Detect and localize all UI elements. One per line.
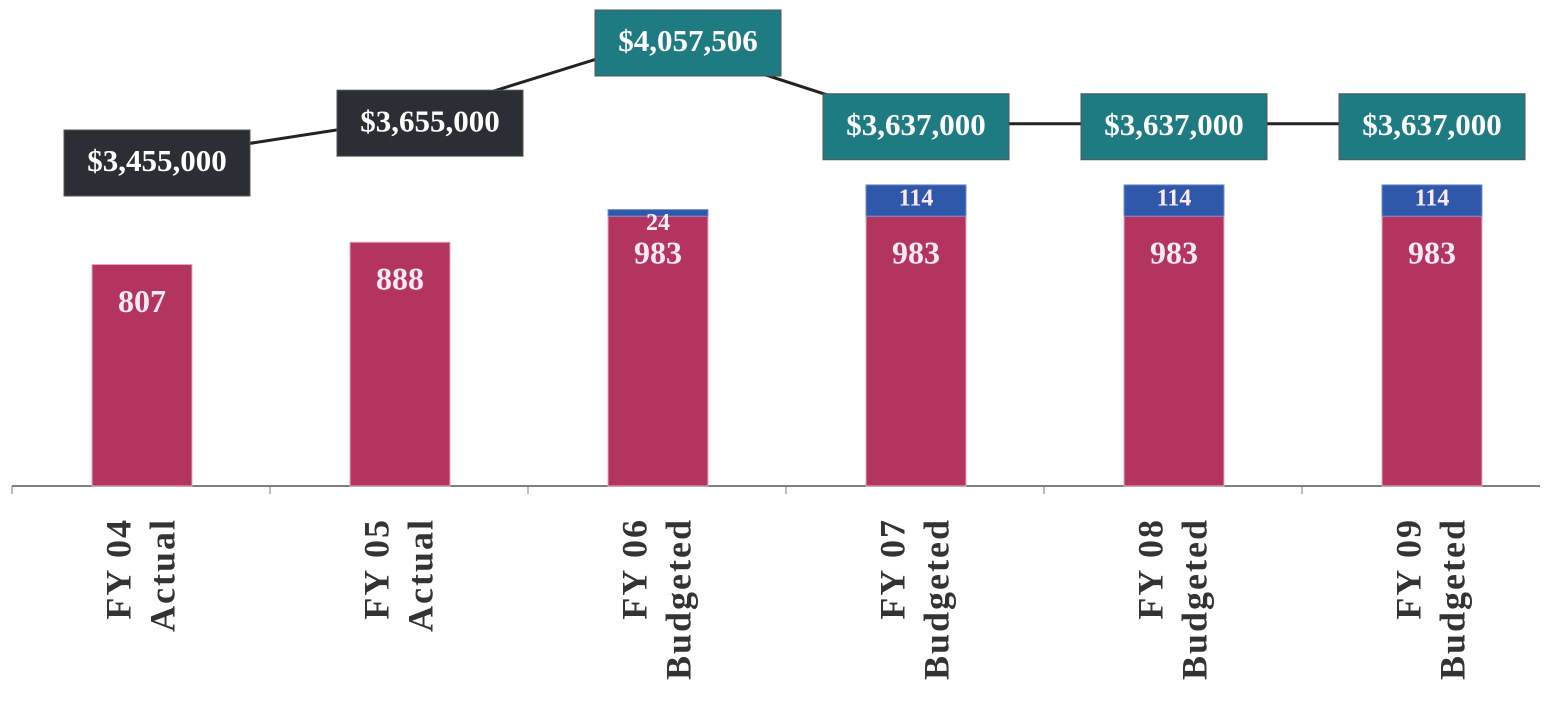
x-tick-label: Budgeted — [916, 518, 956, 680]
bar-segment — [1381, 184, 1483, 217]
value-label-text: $4,057,506 — [618, 23, 758, 58]
bar-label: 983 — [1408, 235, 1456, 271]
bar-label: 114 — [1415, 185, 1450, 211]
value-label-text: $3,637,000 — [846, 107, 986, 142]
bar-label: 983 — [634, 235, 682, 271]
x-tick-label: Budgeted — [1174, 518, 1214, 680]
value-label-text: $3,637,000 — [1104, 107, 1244, 142]
bar-label: 114 — [1157, 185, 1192, 211]
value-label-box — [822, 93, 1010, 161]
value-label-text: $3,637,000 — [1362, 107, 1502, 142]
x-tick-label: FY 05 — [356, 518, 396, 620]
x-tick-label: FY 04 — [98, 518, 138, 620]
value-label: $3,455,000 — [63, 129, 251, 197]
value-label: $4,057,506 — [594, 9, 782, 77]
value-label-box — [1338, 93, 1526, 161]
value-label-box — [63, 129, 251, 197]
value-label: $3,655,000 — [336, 89, 524, 157]
bar-segment — [91, 263, 193, 487]
bar-segment — [1123, 184, 1225, 217]
x-tick-label: FY 09 — [1388, 518, 1428, 620]
x-tick-label: FY 06 — [614, 518, 654, 620]
value-label-text: $3,455,000 — [87, 143, 227, 178]
bar-label: 114 — [899, 185, 934, 211]
bar-segment — [865, 215, 967, 487]
bar-label: 807 — [118, 283, 166, 319]
bar-label: 24 — [646, 210, 670, 236]
bar-segment — [865, 184, 967, 217]
x-tick-label: FY 08 — [1130, 518, 1170, 620]
value-label: $3,637,000 — [1338, 93, 1526, 161]
bar-label: 983 — [892, 235, 940, 271]
bar-label: 983 — [1150, 235, 1198, 271]
x-tick-label: Budgeted — [1432, 518, 1472, 680]
bar-segment — [1381, 215, 1483, 487]
value-label-box — [594, 9, 782, 77]
x-tick-label: FY 07 — [872, 518, 912, 620]
x-tick-label: Actual — [142, 518, 182, 632]
bar-segment — [349, 241, 451, 487]
value-label: $3,637,000 — [822, 93, 1010, 161]
bar-segment — [607, 209, 709, 217]
value-label-box — [336, 89, 524, 157]
value-label-box — [1080, 93, 1268, 161]
value-label-text: $3,655,000 — [360, 103, 500, 138]
bar-segment — [607, 215, 709, 487]
bar-segment — [1123, 215, 1225, 487]
value-label: $3,637,000 — [1080, 93, 1268, 161]
bar-label: 888 — [376, 261, 424, 297]
x-tick-label: Actual — [400, 518, 440, 632]
x-tick-label: Budgeted — [658, 518, 698, 680]
